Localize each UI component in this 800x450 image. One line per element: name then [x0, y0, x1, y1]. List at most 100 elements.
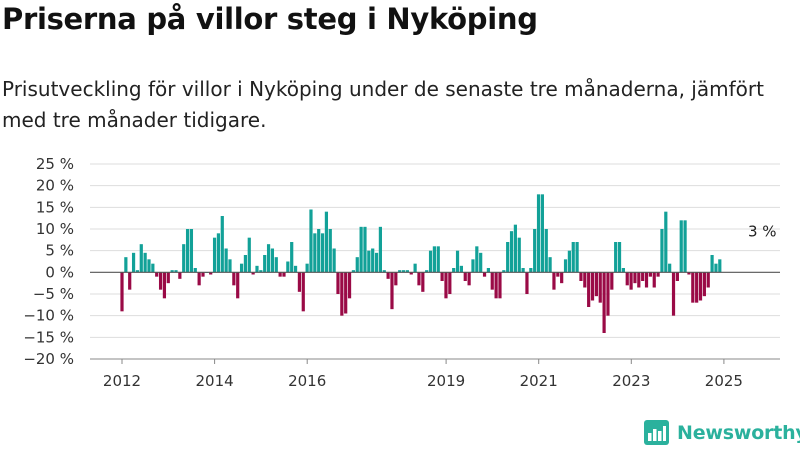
- bar: [698, 272, 703, 301]
- bar: [270, 248, 275, 273]
- bar: [328, 229, 332, 273]
- latest-value-annotation: 3 %: [748, 223, 777, 241]
- bar: [278, 272, 282, 277]
- bar: [201, 272, 205, 277]
- bar: [351, 270, 356, 273]
- bar: [687, 272, 691, 275]
- bar: [606, 272, 610, 316]
- y-tick-label: −15 %: [23, 328, 74, 346]
- bar: [675, 272, 679, 281]
- bar: [220, 216, 224, 273]
- bar: [378, 226, 382, 273]
- bar: [216, 233, 221, 273]
- bar: [228, 259, 232, 273]
- bar: [305, 263, 309, 273]
- bar: [158, 272, 163, 290]
- bar: [143, 252, 147, 273]
- bar: [247, 237, 251, 273]
- y-tick-label: −20 %: [23, 350, 74, 368]
- bar: [556, 272, 560, 277]
- bar: [297, 272, 302, 292]
- bar: [710, 255, 714, 273]
- bar: [587, 272, 591, 307]
- bar: [313, 233, 317, 273]
- bar: [482, 272, 487, 277]
- bar: [602, 272, 606, 333]
- bar: [390, 272, 394, 310]
- y-tick-label: −5 %: [33, 285, 74, 303]
- x-tick-label: 2016: [288, 372, 326, 390]
- bar: [621, 268, 625, 273]
- bar: [695, 272, 699, 303]
- bar: [563, 259, 568, 273]
- bar: [718, 259, 722, 273]
- bar: [251, 272, 255, 275]
- bar: [189, 229, 194, 273]
- bar: [124, 257, 128, 273]
- bar: [224, 248, 228, 273]
- bar: [594, 272, 598, 297]
- bar: [455, 250, 460, 273]
- bar: [448, 272, 452, 294]
- bar: [617, 242, 622, 273]
- bar: [459, 265, 463, 273]
- bar: [120, 272, 124, 312]
- bar: [652, 272, 656, 288]
- bar: [625, 272, 629, 286]
- bar: [139, 244, 143, 273]
- bar: [174, 270, 178, 273]
- bar: [471, 259, 475, 273]
- y-tick-label: 25 %: [36, 155, 74, 173]
- bar: [398, 270, 402, 273]
- bar: [324, 211, 329, 273]
- bar: [290, 242, 294, 273]
- bar: [128, 272, 132, 290]
- bar: [525, 272, 529, 294]
- bar: [162, 272, 167, 299]
- bar: [212, 237, 217, 273]
- bar: [428, 250, 433, 273]
- bar: [413, 263, 417, 273]
- bar: [637, 272, 641, 288]
- x-tick-label: 2014: [196, 372, 234, 390]
- bar: [610, 272, 614, 290]
- bar: [517, 237, 521, 273]
- newsworthy-logo: Newsworthy: [644, 420, 800, 445]
- bar: [544, 229, 548, 273]
- bar: [540, 194, 544, 273]
- bar: [432, 246, 436, 273]
- bar: [409, 272, 413, 275]
- bar: [232, 272, 236, 286]
- bar: [317, 229, 321, 273]
- bar: [282, 272, 286, 277]
- x-tick-label: 2025: [705, 372, 743, 390]
- bar: [552, 272, 556, 290]
- bar: [336, 272, 340, 294]
- bar: [660, 229, 664, 273]
- bar: [548, 257, 552, 273]
- chart-subtitle: Prisutveckling för villor i Nyköping und…: [2, 77, 764, 132]
- bar: [266, 244, 271, 273]
- bar: [155, 272, 159, 277]
- bar: [371, 248, 375, 273]
- bar: [509, 231, 514, 273]
- bar: [166, 272, 170, 284]
- brand-name: Newsworthy: [677, 421, 800, 444]
- bar: [648, 272, 652, 277]
- bar: [641, 272, 645, 281]
- bar: [382, 270, 386, 273]
- bar: [355, 257, 359, 273]
- bar: [374, 252, 379, 273]
- bar: [668, 263, 672, 273]
- bar: [347, 272, 352, 299]
- bar: [590, 272, 595, 301]
- bar: [494, 272, 498, 299]
- y-tick-label: 5 %: [45, 242, 74, 260]
- bar: [702, 272, 706, 297]
- bar: [579, 272, 583, 281]
- bar: [421, 272, 425, 292]
- x-tick-label: 2019: [427, 372, 465, 390]
- bar: [567, 250, 571, 273]
- bar: [147, 259, 151, 273]
